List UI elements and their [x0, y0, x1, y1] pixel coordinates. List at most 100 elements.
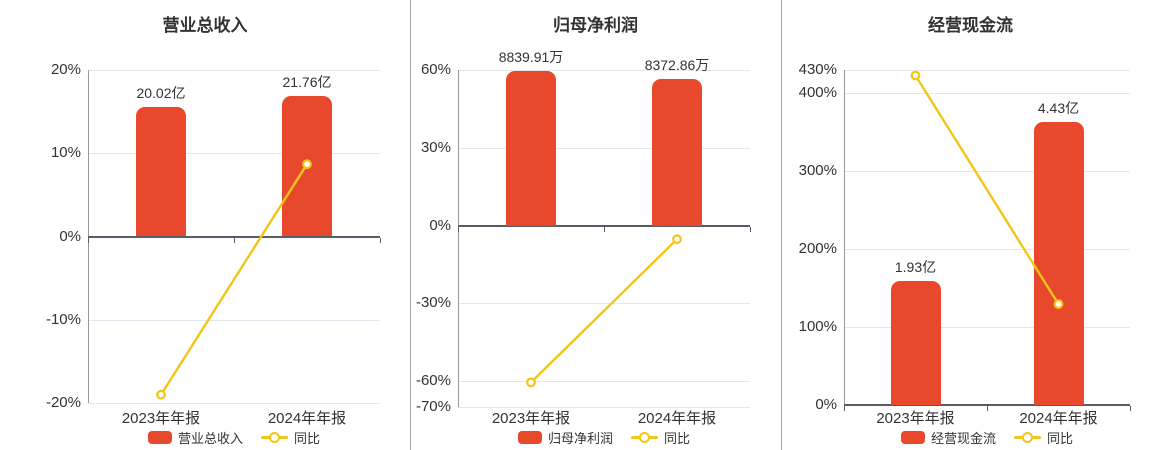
legend-bar-label: 归母净利润 — [547, 431, 613, 446]
y-axis-tick-label: -20% — [45, 394, 81, 411]
y-axis-tick-label: 430% — [798, 61, 837, 78]
bar-value-label: 8839.91万 — [498, 49, 564, 65]
legend-line-icon — [631, 431, 658, 444]
x-axis-tick — [987, 406, 988, 411]
y-axis-tick-label: 0% — [429, 216, 451, 234]
gridline — [844, 171, 1130, 173]
panel-divider — [410, 0, 411, 450]
x-axis-label: 2023年年报 — [876, 410, 955, 427]
x-axis-tick — [844, 406, 845, 411]
legend: 归母净利润 同比 — [458, 429, 750, 446]
x-axis-tick — [1130, 406, 1131, 411]
legend-line-label: 同比 — [1047, 431, 1074, 446]
bar[interactable] — [652, 79, 702, 226]
gridline — [88, 319, 380, 321]
legend-line-icon-circle — [1022, 432, 1033, 443]
y-axis-tick-label: 0% — [59, 227, 81, 245]
y-axis-tick-label: 100% — [798, 318, 837, 336]
legend-line-icon — [261, 431, 288, 444]
legend-bar-label: 营业总收入 — [177, 431, 243, 446]
bar[interactable] — [136, 106, 186, 237]
gridline — [844, 70, 1130, 71]
y-axis-tick-label: 20% — [50, 61, 81, 78]
legend-bar-swatch — [900, 431, 925, 444]
gridline — [88, 403, 380, 404]
bar[interactable] — [506, 71, 556, 226]
line-marker — [910, 70, 921, 81]
gridline — [458, 381, 750, 383]
line-marker — [156, 389, 166, 400]
legend-line-icon — [1014, 431, 1041, 444]
gridline — [458, 147, 750, 149]
gridline — [458, 70, 750, 71]
legend-item-yoy-series[interactable]: 同比 — [631, 428, 690, 447]
x-axis-label: 2024年年报 — [1019, 410, 1098, 427]
x-axis-label: 2024年年报 — [267, 410, 347, 427]
y-axis-line — [458, 70, 459, 407]
bar[interactable] — [1033, 122, 1084, 405]
trend-line-path — [530, 238, 678, 384]
gridline — [88, 153, 380, 155]
x-axis-tick — [380, 237, 381, 243]
y-axis-tick-label: 60% — [420, 61, 451, 78]
legend-item-yoy-series[interactable]: 同比 — [261, 428, 320, 447]
x-axis-tick — [88, 237, 89, 243]
chart-title: 归母净利润 — [553, 16, 638, 35]
legend-line-label: 同比 — [294, 431, 321, 446]
y-axis-tick-label: 200% — [798, 240, 837, 258]
legend: 营业总收入 同比 — [88, 429, 380, 446]
legend-bar-label: 经营现金流 — [930, 431, 996, 446]
x-axis-label: 2023年年报 — [121, 410, 201, 427]
y-axis-tick-label: 400% — [798, 84, 837, 102]
legend-item-bar-series[interactable]: 归母净利润 — [517, 428, 613, 447]
gridline — [458, 303, 750, 305]
legend-item-bar-series[interactable]: 营业总收入 — [147, 428, 243, 447]
y-axis-tick-label: 30% — [420, 138, 451, 156]
x-axis-tick — [458, 226, 459, 232]
bar-value-label: 8372.86万 — [644, 57, 710, 74]
legend-bar-swatch — [517, 431, 542, 444]
bar-value-label: 21.76亿 — [282, 73, 332, 90]
x-axis-tick — [750, 226, 751, 232]
x-axis-label: 2023年年报 — [491, 410, 571, 427]
bar-value-label: 4.43亿 — [1037, 100, 1080, 117]
gridline — [844, 327, 1130, 329]
chart-panel-2: 经营现金流 430% 400% 300% 200% 100% 0% 1.93亿 4.43亿 202… — [781, 0, 1160, 450]
legend-line-icon-circle — [269, 432, 280, 443]
legend-item-yoy-series[interactable]: 同比 — [1014, 428, 1073, 447]
gridline — [458, 407, 750, 408]
yoy-trend-line — [910, 70, 1064, 310]
x-axis-tick — [234, 237, 235, 243]
legend-item-bar-series[interactable]: 经营现金流 — [900, 428, 996, 447]
chart-panel-1: 归母净利润 60% 30% 0% -30% -60% -70% 8839.91万 8372.86… — [410, 0, 781, 450]
gridline — [844, 93, 1130, 95]
line-marker — [672, 234, 682, 245]
y-axis-tick-label: -10% — [45, 310, 81, 328]
chart-title: 营业总收入 — [162, 16, 248, 35]
legend-bar-swatch — [147, 431, 172, 444]
y-axis-tick-label: 300% — [798, 162, 837, 180]
x-axis-line — [844, 404, 1130, 406]
y-axis-tick-label: -70% — [415, 398, 451, 415]
bar-value-label: 20.02亿 — [136, 84, 186, 101]
line-marker — [526, 377, 536, 388]
gridline — [844, 249, 1130, 251]
legend-line-icon-circle — [639, 432, 650, 443]
y-axis-tick-label: 10% — [50, 144, 81, 162]
legend-line-label: 同比 — [664, 431, 691, 446]
y-axis-line — [844, 70, 845, 405]
chart-panel-0: 营业总收入 20% 10% 0% -10% -20% 20.02亿 21.76亿 2023年年报… — [0, 0, 410, 450]
x-axis-line — [458, 224, 750, 227]
bar-value-label: 1.93亿 — [894, 259, 937, 276]
legend: 经营现金流 同比 — [844, 429, 1130, 446]
gridline — [88, 70, 380, 71]
x-axis-label: 2024年年报 — [637, 410, 717, 427]
y-axis-tick-label: 0% — [815, 396, 837, 413]
y-axis-tick-label: -60% — [415, 372, 451, 390]
chart-title: 经营现金流 — [928, 16, 1013, 35]
y-axis-tick-label: -30% — [415, 294, 451, 312]
bar[interactable] — [282, 95, 332, 237]
panel-divider — [781, 0, 782, 450]
bar[interactable] — [890, 281, 941, 405]
